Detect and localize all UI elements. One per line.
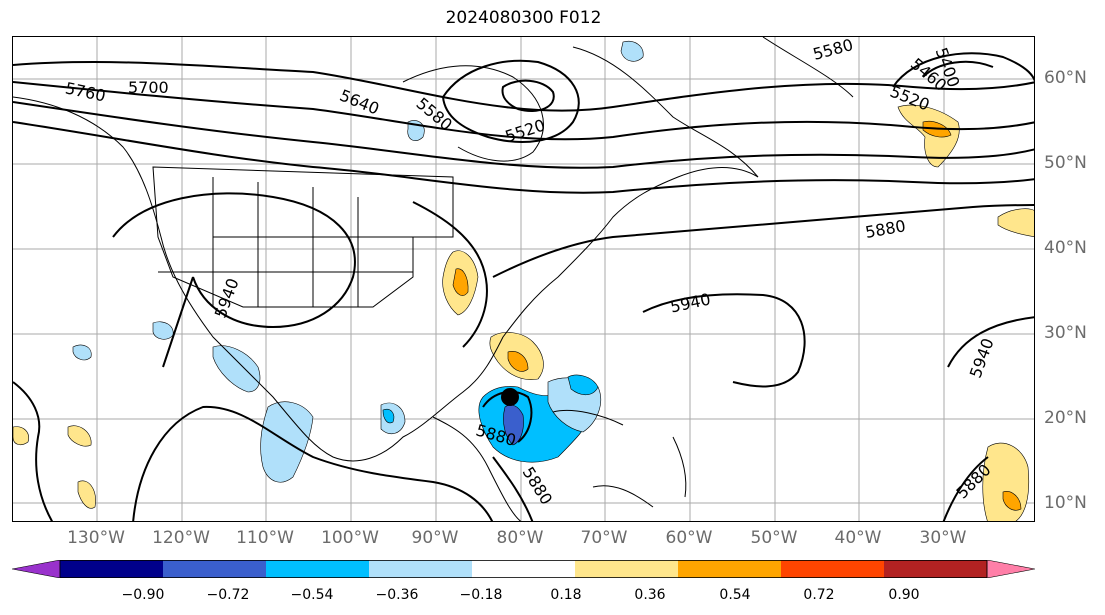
contour-label: 5880 <box>864 216 907 242</box>
lon-label: 30°W <box>919 528 967 548</box>
colorbar-segment <box>60 560 164 578</box>
colorbar <box>12 560 1035 578</box>
colorbar-segment <box>884 560 988 578</box>
colorbar-extend-high <box>986 560 1035 578</box>
colorbar-tick-label: 0.90 <box>888 587 920 603</box>
colorbar-segment <box>575 560 679 578</box>
lon-label: 50°W <box>750 528 798 548</box>
contour-label: 5940 <box>966 336 998 381</box>
lon-label: 120°W <box>152 528 210 548</box>
lat-label: 40°N <box>1044 238 1087 258</box>
contour-label: 5760 <box>64 78 108 105</box>
lon-label: 110°W <box>236 528 294 548</box>
contour-label: 5880 <box>519 463 557 508</box>
lon-label: 60°W <box>665 528 713 548</box>
contour-label: 5940 <box>669 289 713 316</box>
anomaly-shading <box>13 40 1034 521</box>
lon-label: 90°W <box>411 528 459 548</box>
lat-label: 60°N <box>1044 68 1087 88</box>
height-contours <box>13 52 1034 521</box>
colorbar-tick-label: −0.54 <box>290 587 334 603</box>
map-svg: 5760 5700 5640 5580 5520 5580 5400 5460 … <box>13 37 1034 521</box>
contour-label: 5700 <box>128 78 169 97</box>
colorbar-frame <box>59 560 988 578</box>
colorbar-tick-label: −0.72 <box>206 587 250 603</box>
lat-label: 30°N <box>1044 323 1087 343</box>
lon-label: 100°W <box>321 528 379 548</box>
colorbar-tick-label: 0.54 <box>719 587 751 603</box>
colorbar-extend-low <box>12 560 61 578</box>
colorbar-tick-label: 0.18 <box>550 587 582 603</box>
map-title: 2024080300 F012 <box>445 8 602 28</box>
lat-label: 10°N <box>1044 493 1087 513</box>
lon-label: 130°W <box>67 528 125 548</box>
contour-label: 5940 <box>211 276 243 321</box>
lon-label: 80°W <box>496 528 544 548</box>
lat-label: 50°N <box>1044 153 1087 173</box>
colorbar-tick-label: −0.90 <box>121 587 165 603</box>
lon-label: 70°W <box>580 528 628 548</box>
colorbar-tick-label: 0.72 <box>803 587 835 603</box>
colorbar-segment <box>472 560 576 578</box>
colorbar-tick-label: −0.36 <box>375 587 419 603</box>
colorbar-segment <box>266 560 370 578</box>
colorbar-segment <box>163 560 267 578</box>
coastlines <box>13 37 854 521</box>
storm-center-marker <box>501 388 519 406</box>
colorbar-segment <box>369 560 473 578</box>
lon-label: 40°W <box>834 528 882 548</box>
colorbar-tick-label: 0.36 <box>634 587 666 603</box>
contour-label: 5580 <box>811 37 855 64</box>
map-panel: 5760 5700 5640 5580 5520 5580 5400 5460 … <box>12 36 1035 522</box>
colorbar-segment <box>781 560 885 578</box>
colorbar-tick-label: −0.18 <box>459 587 503 603</box>
colorbar-segment <box>678 560 782 578</box>
lat-label: 20°N <box>1044 408 1087 428</box>
